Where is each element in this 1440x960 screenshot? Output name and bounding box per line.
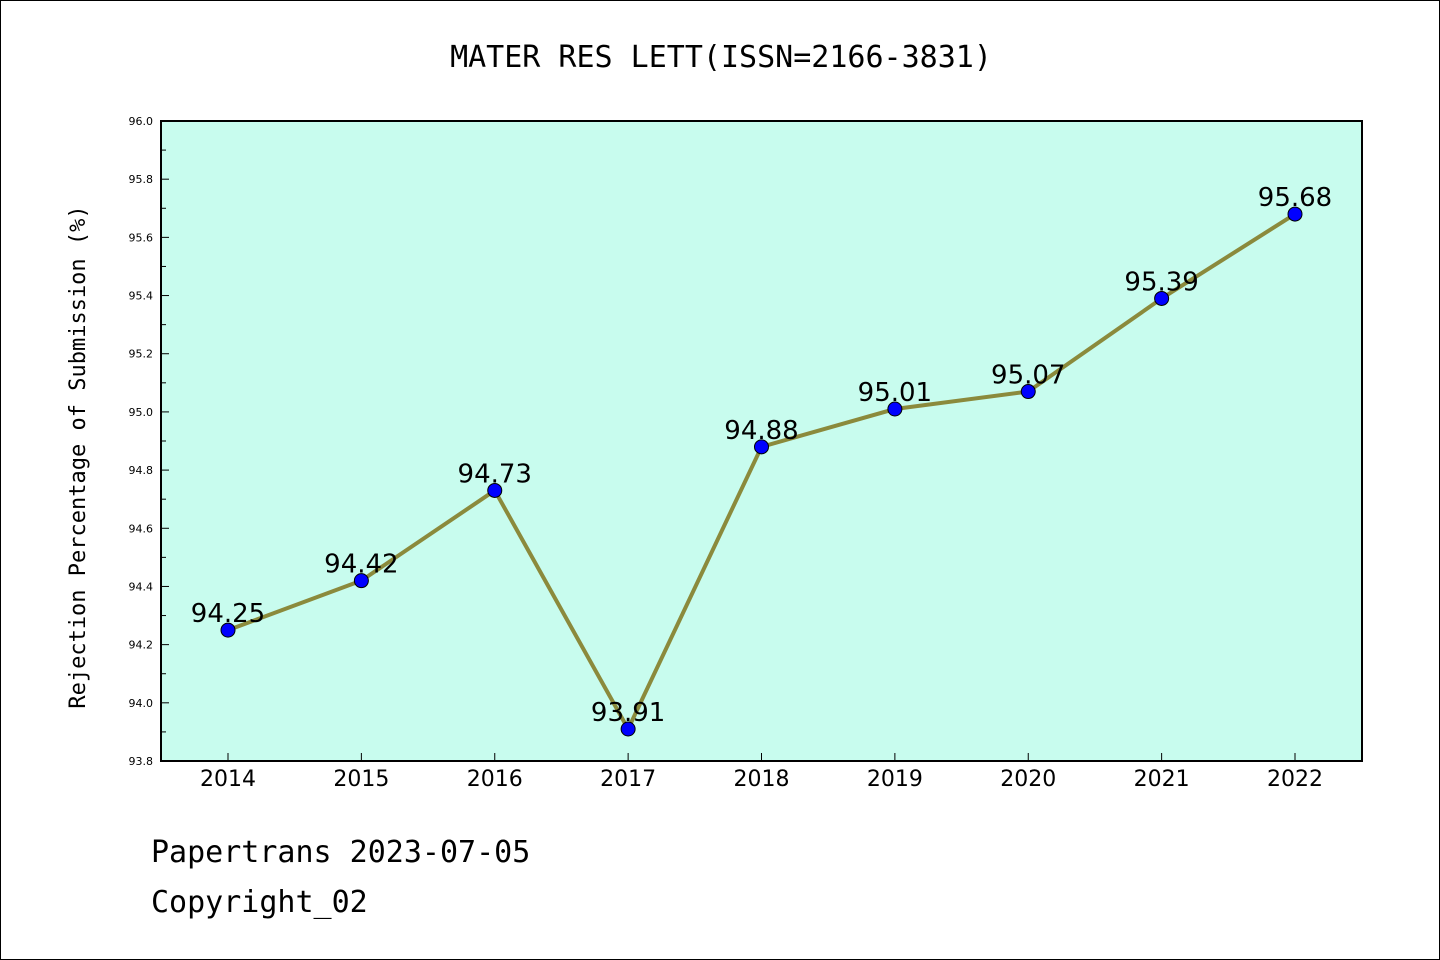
y-axis-label: Rejection Percentage of Submission (%)	[66, 205, 91, 708]
footer-copyright-line: Copyright_02	[151, 885, 368, 920]
data-label: 95.01	[858, 378, 932, 408]
y-tick-label: 93.8	[129, 755, 154, 768]
plot-area: 93.8 94.0 94.2 94.4 94.6 94.8 95.0 95.2 95.4 95.6…	[129, 115, 1363, 792]
data-label: 94.25	[191, 599, 265, 629]
x-tick-label: 2018	[734, 767, 790, 792]
data-label: 95.68	[1258, 183, 1332, 213]
y-tick-label: 94.4	[129, 580, 154, 593]
data-label: 95.07	[991, 361, 1065, 391]
footer-date-line: Papertrans 2023-07-05	[151, 835, 531, 870]
y-tick-label: 95.6	[129, 231, 154, 244]
y-tick-label: 96.0	[129, 115, 154, 128]
data-point	[1020, 384, 1036, 400]
x-tick-label: 2021	[1134, 767, 1190, 792]
x-tick-label: 2020	[1000, 767, 1056, 792]
x-tick-label: 2022	[1267, 767, 1323, 792]
data-label: 94.88	[724, 416, 798, 446]
data-label: 93.91	[591, 698, 665, 728]
data-point	[1287, 206, 1303, 222]
y-tick-label: 94.2	[129, 639, 154, 652]
plot-border	[160, 120, 1363, 762]
data-point	[1154, 290, 1170, 306]
data-point	[754, 439, 769, 455]
x-tick-label: 2015	[333, 767, 389, 792]
x-tick-label: 2017	[600, 767, 656, 792]
x-tick-label: 2014	[200, 767, 256, 792]
y-tick-label: 94.8	[129, 464, 154, 477]
data-point	[887, 401, 903, 417]
data-point	[220, 622, 236, 638]
x-tick-label: 2016	[467, 767, 523, 792]
data-label: 95.39	[1124, 267, 1198, 297]
data-point	[353, 573, 369, 589]
y-tick-label: 94.6	[129, 522, 154, 535]
data-point	[620, 721, 636, 737]
y-tick-label: 94.0	[129, 697, 154, 710]
y-tick-label: 95.8	[129, 173, 154, 186]
y-tick-label: 95.4	[129, 290, 154, 303]
x-tick-label: 2019	[867, 767, 923, 792]
y-tick-label: 95.2	[129, 348, 154, 361]
chart-title: MATER RES LETT(ISSN=2166-3831)	[450, 40, 992, 75]
data-label: 94.42	[324, 550, 398, 580]
data-point	[487, 482, 503, 498]
data-label: 94.73	[458, 459, 532, 489]
y-tick-label: 95.0	[129, 406, 154, 419]
